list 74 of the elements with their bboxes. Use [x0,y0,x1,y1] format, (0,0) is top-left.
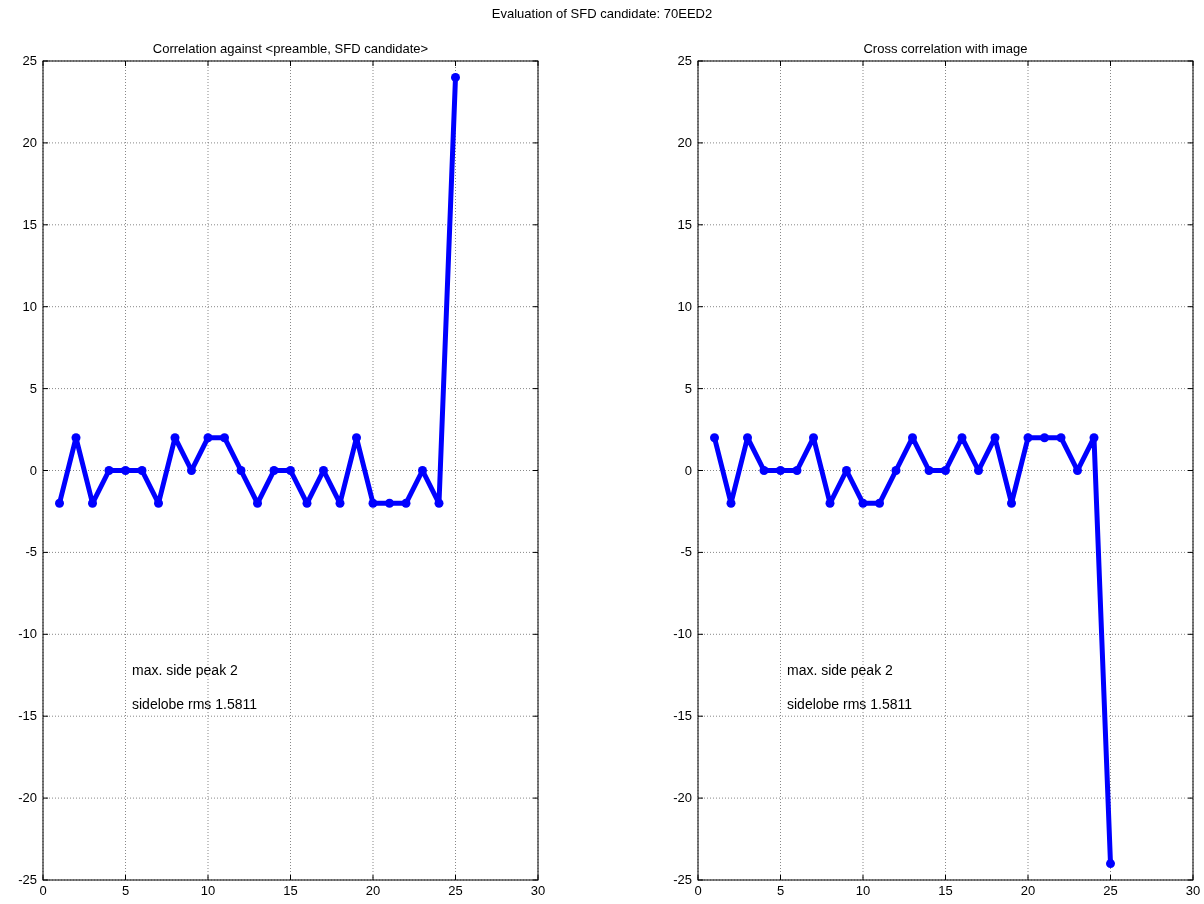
x-tick-label: 0 [694,883,702,898]
y-tick-label: -10 [18,626,37,642]
annotation: max. side peak 2 [787,662,894,678]
text: Evaluation of SFD candidate: 70EED2 [491,6,713,21]
point [974,466,983,475]
point [710,433,719,443]
x-tick-label: 30 [1185,883,1201,898]
x-tick-label: 5 [776,883,785,898]
point [759,466,769,475]
point [121,466,130,475]
chart-title: Correlation against <preamble, SFD candidate> [152,41,429,56]
point [236,466,246,475]
point [187,466,196,475]
y-tick-label: -5 [680,544,692,560]
point [858,498,868,508]
y-tick-label: -25 [673,872,692,887]
point [1056,433,1066,443]
y-tick-label: -20 [673,790,692,806]
y-tick-label: 25 [22,53,37,68]
y-tick-label: 5 [684,380,692,396]
x-tick-label: 15 [283,883,298,898]
point [924,466,934,475]
x-tick-label: 10 [855,883,871,898]
point [434,498,444,508]
x-tick-label: 25 [1103,883,1118,898]
point [385,498,394,508]
x-tick-label: 0 [39,883,47,898]
x-tick-label: 20 [365,883,381,898]
point [776,466,785,475]
x-tick-label: 5 [121,883,130,898]
x-tick-label: 30 [530,883,546,898]
point [220,433,229,443]
annotation: sidelobe rms 1.5811 [132,696,258,712]
y-tick-label: -15 [18,708,37,724]
x-tick-label: 10 [200,883,216,898]
point [792,466,802,475]
point [55,498,64,508]
x-tick-label: 20 [1020,883,1036,898]
point [1040,433,1049,443]
annotation: sidelobe rms 1.5811 [787,696,913,712]
y-tick-label: 20 [677,134,692,150]
annotation: max. side peak 2 [132,662,239,678]
point [451,72,460,82]
point [104,466,114,475]
point [203,433,213,443]
y-tick-label: 10 [22,298,37,314]
y-tick-label: 25 [677,53,692,68]
point [875,498,884,508]
point [269,466,279,475]
point [286,466,295,475]
y-tick-label: -10 [673,626,692,642]
y-tick-label: 15 [677,216,692,232]
point [941,466,950,475]
point [1089,433,1099,443]
point [137,466,147,475]
x-tick-label: 25 [448,883,463,898]
y-tick-label: -25 [18,872,37,887]
y-tick-label: 5 [29,380,37,396]
y-tick-label: 15 [22,216,37,232]
point [891,466,901,475]
y-tick-label: -15 [673,708,692,724]
y-tick-label: 10 [677,298,692,314]
chart-title: Cross correlation with image [863,41,1028,56]
point [401,498,411,508]
y-tick-label: 0 [29,462,37,478]
point [1106,859,1115,869]
y-tick-label: -20 [18,790,37,806]
x-tick-label: 15 [938,883,953,898]
y-tick-label: 20 [22,134,37,150]
point [368,498,378,508]
y-tick-label: 0 [684,462,692,478]
y-tick-label: -5 [25,544,37,560]
point [1023,433,1033,443]
point [1073,466,1082,475]
